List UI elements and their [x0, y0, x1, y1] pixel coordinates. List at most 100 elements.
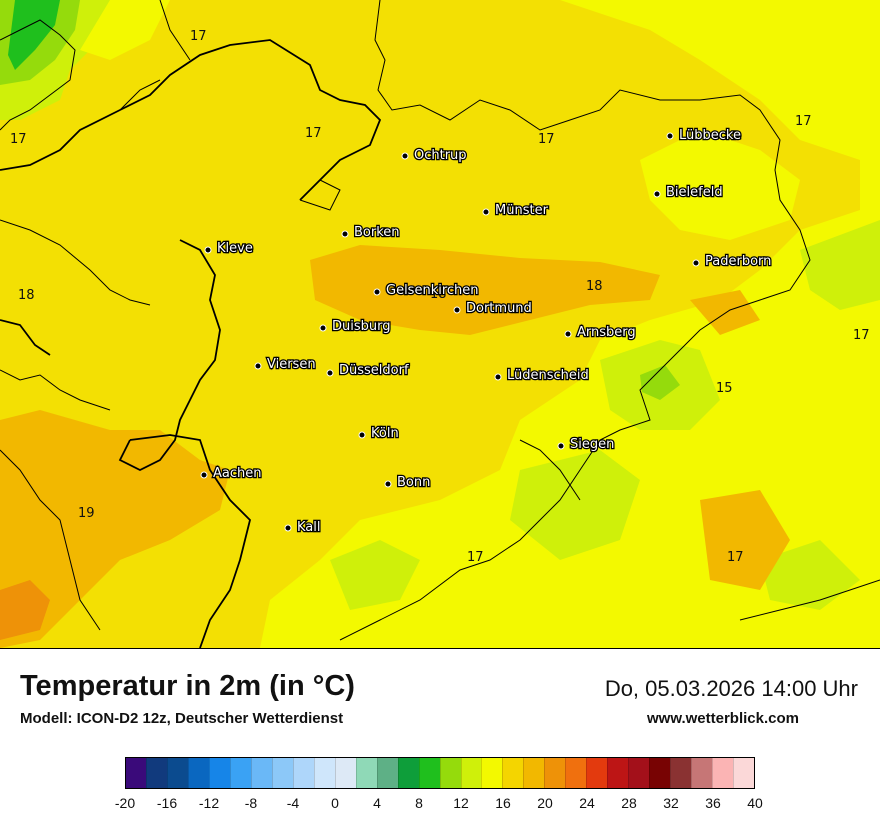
isotherm-label: 17	[727, 550, 744, 565]
city-ochtrup[interactable]: Ochtrup	[401, 147, 468, 164]
svg-text:Kleve: Kleve	[217, 241, 253, 256]
colorbar-cell	[670, 758, 692, 788]
zone-20-west	[0, 580, 50, 640]
colorbar-cell	[502, 758, 524, 788]
isotherm-label: 19	[78, 506, 95, 521]
zone-8-northwest	[8, 0, 60, 70]
isotherm-label: 17	[467, 550, 484, 565]
city-gelsenkirchen[interactable]: Gelsenkirchen	[373, 282, 480, 299]
colorbar-cell	[733, 758, 755, 788]
isotherm-label: 17	[305, 126, 322, 141]
city-kleve[interactable]: Kleve	[204, 240, 254, 257]
colorbar-cell	[565, 758, 587, 788]
colorbar-tick-label: -4	[286, 795, 300, 811]
zone-13-core	[640, 365, 680, 400]
colorbar-tick-label: 12	[453, 795, 469, 811]
city-viersen[interactable]: Viersen	[254, 356, 317, 373]
isotherm-label: 17	[10, 132, 27, 147]
model-info: Modell: ICON-D2 12z, Deutscher Wetterdie…	[20, 710, 344, 727]
isotherm-label: 17	[795, 114, 812, 129]
colorbar-cell	[126, 758, 146, 788]
colorbar-cell	[355, 758, 377, 788]
city-koeln[interactable]: Köln	[358, 425, 400, 442]
zone-18-paderborn	[690, 290, 760, 335]
zone-14-east	[800, 220, 880, 310]
zone-14-south	[510, 450, 640, 560]
isotherm-label: 18	[18, 288, 35, 303]
svg-text:Gelsenkirchen: Gelsenkirchen	[386, 283, 479, 298]
city-luedenscheid[interactable]: Lüdenscheid	[494, 367, 590, 384]
svg-text:Duisburg: Duisburg	[332, 319, 391, 334]
colorbar-cell	[292, 758, 314, 788]
colorbar-cell	[376, 758, 398, 788]
svg-text:Köln: Köln	[371, 426, 399, 441]
colorbar-cell	[586, 758, 608, 788]
colorbar-cell	[628, 758, 650, 788]
city-bielefeld[interactable]: Bielefeld	[653, 184, 724, 201]
colorbar-cell	[271, 758, 293, 788]
colorbar-cell	[523, 758, 545, 788]
svg-text:Siegen: Siegen	[570, 437, 614, 452]
svg-text:Münster: Münster	[495, 203, 549, 218]
city-duisburg[interactable]: Duisburg	[319, 318, 392, 335]
svg-text:Borken: Borken	[354, 225, 400, 240]
website-link[interactable]: www.wetterblick.com	[647, 710, 799, 727]
colorbar-tick-label: 20	[537, 795, 553, 811]
svg-text:Lüdenscheid: Lüdenscheid	[507, 368, 589, 383]
temperature-map[interactable]: 17 17 17 17 17 18 18 18 17 15 19 17 17 L…	[0, 0, 880, 649]
isotherm-label: 15	[716, 381, 733, 396]
svg-text:Aachen: Aachen	[213, 466, 261, 481]
city-kall[interactable]: Kall	[284, 519, 322, 536]
state-borders	[0, 0, 880, 641]
colorbar-tick-label: 4	[373, 795, 381, 811]
colorbar-cell	[166, 758, 188, 788]
forecast-date: Do, 05.03.2026 14:00 Uhr	[604, 676, 858, 701]
svg-text:Viersen: Viersen	[267, 357, 316, 372]
city-duesseldorf[interactable]: Düsseldorf	[326, 362, 410, 379]
zone-16-east	[260, 0, 880, 648]
isotherm-label: 17	[190, 29, 207, 44]
colorbar-tick-label: 40	[747, 795, 763, 811]
colorbar-tick-label: 28	[621, 795, 637, 811]
svg-text:Kall: Kall	[297, 520, 321, 535]
colorbar-cell	[187, 758, 209, 788]
colorbar-tick-label: -8	[244, 795, 258, 811]
zone-16-northeast	[640, 130, 800, 240]
colorbar	[125, 757, 755, 789]
svg-text:Paderborn: Paderborn	[705, 254, 771, 269]
colorbar-cell	[460, 758, 482, 788]
svg-text:Lübbecke: Lübbecke	[679, 128, 741, 143]
city-aachen[interactable]: Aachen	[200, 465, 263, 482]
map-svg: 17 17 17 17 17 18 18 18 17 15 19 17 17 L…	[0, 0, 880, 648]
city-dortmund[interactable]: Dortmund	[453, 300, 533, 317]
colorbar-tick-label: 36	[705, 795, 721, 811]
colorbar-tick-label: 8	[415, 795, 423, 811]
zone-14-southeast	[760, 540, 860, 610]
city-paderborn[interactable]: Paderborn	[692, 253, 773, 270]
colorbar-cell	[607, 758, 629, 788]
svg-text:Arnsberg: Arnsberg	[577, 325, 636, 340]
zone-16-north	[80, 0, 170, 60]
city-arnsberg[interactable]: Arnsberg	[564, 324, 637, 341]
svg-text:Düsseldorf: Düsseldorf	[339, 363, 409, 378]
map-title: Temperatur in 2m (in °C)	[20, 670, 355, 702]
colorbar-tick-label: -20	[114, 795, 136, 811]
isotherm-label: 18	[586, 279, 603, 294]
city-bonn[interactable]: Bonn	[384, 474, 432, 491]
colorbar-tick-label: 24	[579, 795, 595, 811]
isotherm-labels: 17 17 17 17 17 18 18 18 17 15 19 17 17	[10, 29, 870, 565]
country-borders	[0, 39, 382, 648]
city-luebbecke[interactable]: Lübbecke	[666, 127, 742, 144]
city-muenster[interactable]: Münster	[482, 202, 550, 219]
isotherm-label: 17	[538, 132, 555, 147]
colorbar-cell	[544, 758, 566, 788]
colorbar-cell	[481, 758, 503, 788]
colorbar-cell	[712, 758, 734, 788]
zone-18-ruhr	[310, 245, 660, 335]
colorbar-tick-label: -16	[156, 795, 178, 811]
city-markers: Lübbecke Ochtrup Bielefeld Münster Borke…	[200, 127, 773, 536]
zone-19-aachen	[0, 410, 230, 648]
colorbar-cell	[250, 758, 272, 788]
city-siegen[interactable]: Siegen	[557, 436, 616, 453]
city-borken[interactable]: Borken	[341, 224, 401, 241]
